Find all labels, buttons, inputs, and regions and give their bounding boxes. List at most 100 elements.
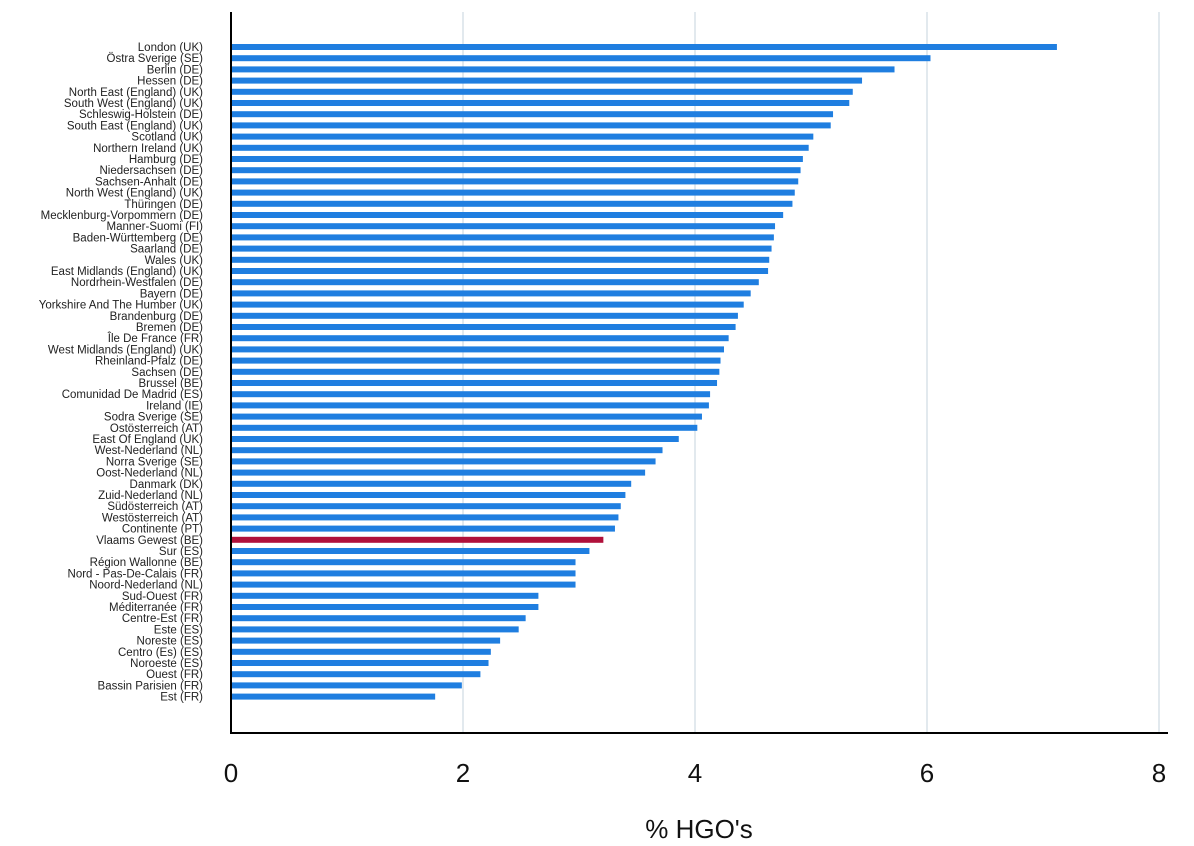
category-labels: London (UK)Östra Sverige (SE)Berlin (DE)…	[39, 42, 203, 704]
category-label: Sud-Ouest (FR)	[122, 591, 203, 603]
bar	[231, 88, 853, 95]
category-label: Ireland (IE)	[146, 400, 203, 412]
category-label: South West (England) (UK)	[64, 98, 203, 110]
category-label: Scotland (UK)	[131, 132, 203, 144]
category-label: West Midlands (England) (UK)	[48, 344, 203, 356]
category-label: Bassin Parisien (FR)	[98, 680, 204, 692]
category-label: Brussel (BE)	[138, 378, 203, 390]
bar	[231, 55, 931, 62]
category-label: South East (England) (UK)	[67, 120, 203, 132]
bar	[231, 44, 1057, 50]
bar	[231, 223, 776, 230]
bar	[231, 469, 646, 476]
bar	[231, 604, 539, 610]
category-label: Continente (PT)	[122, 524, 203, 536]
bar	[231, 626, 519, 633]
category-label: Manner-Suomi (FI)	[107, 221, 204, 233]
bar	[231, 268, 769, 274]
category-label: Est (FR)	[160, 692, 203, 704]
category-label: Comunidad De Madrid (ES)	[62, 389, 203, 401]
bar	[231, 144, 809, 151]
bar	[231, 492, 626, 498]
x-tick-label: 2	[456, 758, 470, 788]
bar	[231, 402, 709, 409]
x-tick-label: 4	[688, 758, 702, 788]
category-label: Niedersachsen (DE)	[99, 165, 203, 177]
bar	[231, 111, 834, 118]
bar	[231, 637, 501, 644]
category-label: Sachsen-Anhalt (DE)	[95, 176, 203, 188]
category-label: Centre-Est (FR)	[122, 613, 203, 625]
bar	[231, 536, 604, 543]
x-tick-label: 0	[224, 758, 238, 788]
bar	[231, 581, 576, 588]
bar	[231, 503, 621, 510]
bar	[231, 245, 772, 252]
category-label: Nordrhein-Westfalen (DE)	[71, 277, 203, 289]
x-tick-labels: 0 2 4 6 8	[224, 758, 1166, 788]
category-label: Bayern (DE)	[140, 288, 203, 300]
bars	[231, 44, 1057, 700]
bar	[231, 458, 656, 465]
category-label: West-Nederland (NL)	[95, 445, 204, 457]
bar	[231, 133, 814, 140]
category-label: Westösterreich (AT)	[102, 512, 203, 524]
bar	[231, 346, 724, 353]
bar	[231, 436, 679, 442]
category-label: Mecklenburg-Vorpommern (DE)	[41, 210, 204, 222]
bar	[231, 570, 576, 577]
bar	[231, 447, 663, 454]
bar	[231, 660, 489, 666]
bar	[231, 256, 770, 263]
bar	[231, 693, 436, 700]
bar	[231, 615, 526, 622]
bar	[231, 380, 718, 386]
category-label: Vlaams Gewest (BE)	[96, 535, 203, 547]
bar	[231, 200, 793, 207]
bar	[231, 77, 863, 84]
category-label: Saarland (DE)	[130, 244, 203, 256]
category-label: Wales (UK)	[145, 255, 204, 267]
x-tick-label: 8	[1152, 758, 1166, 788]
category-label: Este (ES)	[154, 624, 203, 636]
category-label: Schleswig-Holstein (DE)	[79, 109, 203, 121]
bar	[231, 324, 736, 330]
bar	[231, 178, 799, 185]
category-label: North West (England) (UK)	[66, 188, 203, 200]
bar	[231, 592, 539, 599]
category-label: Nord - Pas-De-Calais (FR)	[68, 568, 204, 580]
category-label: Yorkshire And The Humber (UK)	[39, 300, 203, 312]
bar	[231, 391, 711, 398]
x-tick-label: 6	[920, 758, 934, 788]
category-label: Zuid-Nederland (NL)	[98, 490, 203, 502]
bar	[231, 279, 759, 286]
category-label: Méditerranée (FR)	[109, 602, 203, 614]
category-label: Brandenburg (DE)	[110, 311, 203, 323]
bar	[231, 100, 850, 106]
category-label: Ouest (FR)	[146, 669, 203, 681]
bar	[231, 357, 721, 364]
category-label: Sodra Sverige (SE)	[104, 412, 203, 424]
category-label: Thüringen (DE)	[124, 199, 203, 211]
category-label: Sachsen (DE)	[131, 367, 203, 379]
category-label: Sur (ES)	[159, 546, 203, 558]
category-label: Ostösterreich (AT)	[110, 423, 203, 435]
category-label: Bremen (DE)	[136, 322, 203, 334]
bar	[231, 648, 491, 655]
category-label: Südösterreich (AT)	[107, 501, 203, 513]
x-axis-title: % HGO's	[645, 814, 753, 844]
bar	[231, 548, 590, 554]
category-label: Noreste (ES)	[137, 636, 204, 648]
category-label: Northern Ireland (UK)	[93, 143, 203, 155]
category-label: Oost-Nederland (NL)	[96, 468, 203, 480]
bar	[231, 312, 738, 319]
category-label: Danmark (DK)	[130, 479, 204, 491]
bar	[231, 413, 702, 420]
bar	[231, 301, 744, 308]
bar	[231, 335, 729, 342]
bar	[231, 156, 803, 162]
category-label: Berlin (DE)	[147, 64, 203, 76]
category-label: London (UK)	[138, 42, 203, 54]
category-label: Norra Sverige (SE)	[106, 456, 203, 468]
bar	[231, 682, 462, 689]
